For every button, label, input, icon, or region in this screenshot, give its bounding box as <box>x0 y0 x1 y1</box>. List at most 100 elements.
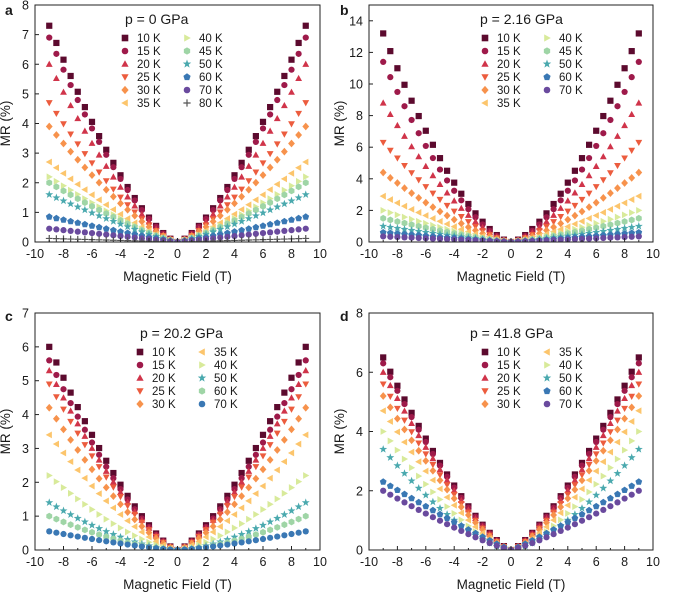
legend-marker <box>121 99 128 107</box>
data-point <box>393 405 401 413</box>
data-point <box>543 529 550 537</box>
data-point <box>245 185 253 194</box>
legend-label: 15 K <box>137 46 161 58</box>
data-point <box>500 545 507 550</box>
data-point <box>210 206 217 214</box>
data-point <box>45 366 53 374</box>
data-point <box>635 192 642 200</box>
data-point <box>231 175 238 183</box>
data-point <box>415 498 423 506</box>
legend-label: 20 K <box>137 59 161 71</box>
legend: 10 K15 K20 K25 K30 K 35 K40 K50 K60 K70 K <box>136 347 238 411</box>
data-point <box>295 39 302 47</box>
data-point <box>117 481 124 488</box>
legend-label: 50 K <box>199 59 223 71</box>
x-tick-label: 6 <box>593 247 600 261</box>
data-point <box>103 457 110 464</box>
data-point <box>295 414 303 423</box>
data-point <box>628 491 635 498</box>
data-point <box>95 178 103 187</box>
data-point <box>450 518 458 525</box>
data-point <box>422 224 429 232</box>
data-point <box>401 407 408 414</box>
data-point <box>536 537 543 544</box>
data-point <box>80 205 89 214</box>
data-point <box>52 380 60 387</box>
data-point <box>245 162 253 169</box>
data-point <box>386 110 394 118</box>
data-point <box>600 222 607 230</box>
y-tick-label: 3 <box>22 442 29 456</box>
legend-marker <box>481 374 489 381</box>
legend-label: 40 K <box>199 33 223 45</box>
data-point <box>585 229 594 237</box>
data-point <box>606 170 614 177</box>
data-point <box>572 503 579 511</box>
data-point <box>267 111 274 118</box>
data-point <box>260 202 266 210</box>
panel-b: -10 -8 -6 -4 -2 0 2 4 6 8 10 0 2 4 6 8 10 12 14 Magnetic Fi… <box>332 2 660 284</box>
data-point <box>394 446 401 454</box>
data-point <box>415 130 422 137</box>
data-point <box>102 483 110 492</box>
data-point <box>635 354 642 361</box>
data-point <box>436 207 444 216</box>
data-point <box>600 422 607 429</box>
y-tick-label: 3 <box>22 147 29 161</box>
plot-area <box>379 354 643 550</box>
y-axis-title: MR (%) <box>332 409 347 455</box>
data-point <box>117 494 124 501</box>
data-point <box>137 227 146 236</box>
x-tick-label: -6 <box>86 555 97 569</box>
data-point <box>415 422 422 429</box>
data-point <box>401 455 409 463</box>
data-point <box>408 189 416 197</box>
data-point <box>472 218 479 225</box>
data-point <box>96 138 103 146</box>
data-point <box>429 172 437 179</box>
data-point <box>614 234 621 241</box>
data-point <box>428 497 437 506</box>
data-point <box>614 490 621 498</box>
data-point <box>95 196 102 204</box>
data-point <box>88 431 96 438</box>
legend-label: 35 K <box>497 98 521 110</box>
data-point <box>422 467 429 475</box>
data-point <box>578 462 586 469</box>
legend-label: 25 K <box>152 386 176 398</box>
legend-marker <box>199 361 206 369</box>
data-point <box>295 515 302 523</box>
data-point <box>464 211 472 218</box>
data-point <box>571 189 579 196</box>
y-axis-title: MR (%) <box>332 101 347 147</box>
legend-marker <box>481 361 489 369</box>
data-point <box>88 222 96 229</box>
data-point <box>421 490 430 499</box>
data-point <box>266 432 274 439</box>
data-point <box>614 103 621 110</box>
data-point <box>635 99 643 106</box>
data-point <box>599 177 607 184</box>
data-point <box>571 485 579 494</box>
data-point <box>635 478 643 485</box>
data-point <box>464 516 472 524</box>
data-point <box>422 510 429 517</box>
data-point <box>238 492 246 500</box>
x-tick-label: 10 <box>646 247 660 261</box>
data-point <box>52 193 61 202</box>
data-point <box>436 462 444 469</box>
data-point <box>81 199 88 206</box>
data-point <box>74 430 82 437</box>
data-point <box>458 197 465 204</box>
data-point <box>635 392 643 400</box>
data-point <box>117 172 124 179</box>
data-point <box>564 518 572 525</box>
data-point <box>74 155 82 164</box>
data-point <box>302 512 309 520</box>
data-point <box>60 394 67 401</box>
data-point <box>95 151 103 158</box>
data-point <box>223 237 231 242</box>
data-point <box>387 48 394 55</box>
legend-label: 20 K <box>497 59 521 71</box>
data-point <box>60 88 67 95</box>
